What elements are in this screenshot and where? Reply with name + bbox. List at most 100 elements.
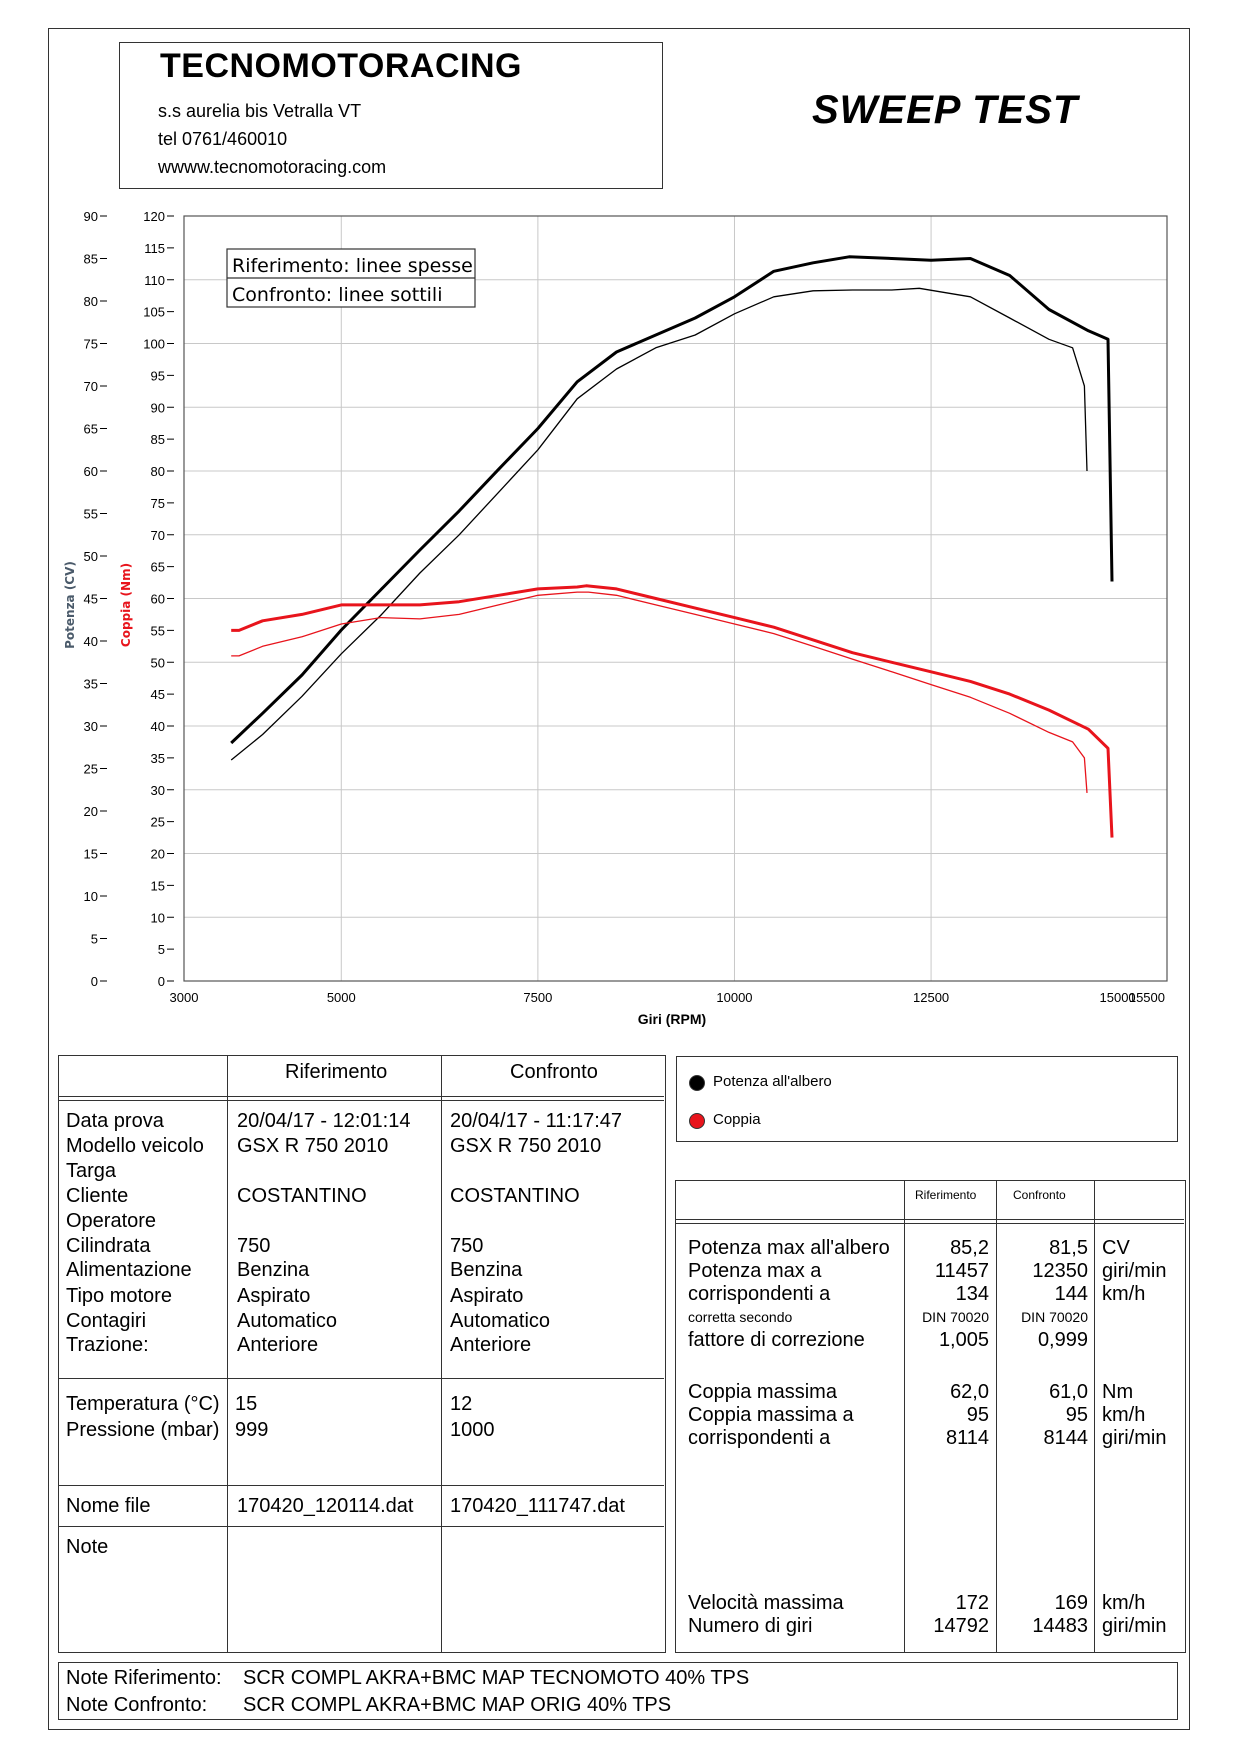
torque-tick-label: 120 — [143, 209, 165, 224]
company-info-box: TECNOMOTORACING s.s aurelia bis Vetralla… — [119, 42, 663, 189]
label-pressione: Pressione (mbar) — [66, 1419, 220, 1441]
chart-annotation-box: Riferimento: linee spesse Confronto: lin… — [226, 248, 476, 308]
power-tick-label: 40 — [84, 634, 98, 649]
label-tipo-motore: Tipo motore — [66, 1285, 172, 1307]
torque-tick-label: 110 — [144, 273, 165, 288]
row-pot-max-label: Potenza max all'albero — [688, 1237, 890, 1259]
row-coppia-corr-label: corrispondenti a — [688, 1427, 831, 1449]
torque-tick-label: 55 — [151, 623, 165, 638]
legend-power-label: Potenza all'albero — [713, 1073, 832, 1090]
row-vel-max-label: Velocità massima — [688, 1592, 844, 1614]
ref-trazione: Anteriore — [237, 1334, 319, 1356]
cmp-temperatura: 12 — [450, 1393, 473, 1415]
results-col-ref: Riferimento — [915, 1188, 977, 1202]
torque-tick-label: 30 — [151, 783, 165, 798]
torque-tick-label: 115 — [144, 241, 165, 256]
power-tick-label: 20 — [84, 804, 98, 819]
torque-tick-label: 45 — [151, 687, 165, 702]
cmp-contagiri: Automatico — [450, 1310, 551, 1332]
note-ref-label: Note Riferimento: — [66, 1667, 222, 1689]
row-num-giri-label: Numero di giri — [688, 1615, 813, 1637]
ref-modello: GSX R 750 2010 — [237, 1135, 389, 1157]
power-tick-label: 65 — [84, 422, 98, 437]
row-coppia-max-unit: Nm — [1102, 1381, 1134, 1403]
row-fattore-cmp: 0,999 — [1037, 1329, 1088, 1351]
label-trazione: Trazione: — [66, 1334, 149, 1356]
power-tick-label: 90 — [84, 209, 98, 224]
power-tick-label: 80 — [84, 294, 98, 309]
cmp-nome-file: 170420_111747.dat — [450, 1495, 625, 1517]
label-cilindrata: Cilindrata — [66, 1235, 151, 1257]
row-fattore-ref: 1,005 — [938, 1329, 989, 1351]
y-axis-label-torque: Coppia (Nm) — [119, 563, 133, 647]
legend-power-marker — [689, 1075, 705, 1091]
note-ref-value: SCR COMPL AKRA+BMC MAP TECNOMOTO 40% TPS — [243, 1667, 750, 1689]
row-pot-corr-label: corrispondenti a — [688, 1283, 831, 1305]
x-tick-label: 5000 — [327, 990, 356, 1005]
torque-tick-label: 70 — [151, 528, 165, 543]
torque-tick-label: 5 — [158, 942, 165, 957]
label-modello: Modello veicolo — [66, 1135, 204, 1157]
row-num-giri-unit: giri/min — [1102, 1615, 1167, 1637]
x-tick-label: 10000 — [716, 990, 752, 1005]
row-pot-max-ref: 85,2 — [950, 1237, 989, 1259]
row-corretta-ref: DIN 70020 — [922, 1309, 989, 1325]
cmp-pressione: 1000 — [450, 1419, 495, 1441]
row-pot-corr-unit: km/h — [1102, 1283, 1146, 1305]
torque-tick-label: 25 — [151, 815, 165, 830]
row-pot-max-unit: CV — [1102, 1237, 1130, 1259]
dyno-chart: 3000 5000 7500 10000 12500 150001550090858075… — [63, 209, 1168, 1027]
ref-nome-file: 170420_120114.dat — [237, 1495, 414, 1517]
page-frame — [48, 28, 1190, 1730]
torque-tick-label: 0 — [158, 974, 165, 989]
ref-cliente: COSTANTINO — [237, 1185, 367, 1207]
torque-tick-label: 95 — [151, 368, 165, 383]
label-note: Note — [66, 1536, 109, 1558]
row-pot-max-a-unit: giri/min — [1102, 1260, 1167, 1282]
ref-tipo-motore: Aspirato — [237, 1285, 311, 1307]
info-col-cmp: Confronto — [510, 1061, 598, 1083]
notes-box: Note Riferimento: SCR COMPL AKRA+BMC MAP… — [58, 1662, 1178, 1720]
cmp-data-prova: 20/04/17 - 11:17:47 — [450, 1110, 622, 1132]
power-tick-label: 50 — [84, 549, 98, 564]
results-table: Riferimento Confronto Potenza max all'al… — [675, 1180, 1186, 1653]
row-coppia-corr-ref: 8114 — [945, 1427, 989, 1449]
torque-tick-label: 100 — [143, 337, 165, 352]
x-tick-label: 15500 — [1129, 990, 1165, 1005]
row-num-giri-cmp: 14483 — [1032, 1615, 1088, 1637]
label-alimentazione: Alimentazione — [66, 1259, 192, 1281]
cmp-cliente: COSTANTINO — [450, 1185, 580, 1207]
power-tick-label: 30 — [84, 719, 98, 734]
cmp-cilindrata: 750 — [450, 1235, 484, 1257]
row-coppia-max-a-ref: 95 — [966, 1404, 989, 1426]
legend-torque-label: Coppia — [713, 1111, 761, 1128]
label-operatore: Operatore — [66, 1210, 157, 1232]
annotation-cmp: Confronto: linee sottili — [232, 284, 442, 306]
chart-grid — [184, 216, 1167, 981]
results-col-cmp: Confronto — [1013, 1188, 1066, 1202]
row-vel-max-ref: 172 — [955, 1592, 989, 1614]
power-tick-label: 0 — [91, 974, 98, 989]
power-tick-label: 60 — [84, 464, 98, 479]
company-website: wwww.tecnomotoracing.com — [158, 157, 387, 177]
x-tick-label: 15000 — [1100, 990, 1136, 1005]
x-tick-label: 3000 — [170, 990, 199, 1005]
torque-tick-label: 50 — [151, 655, 165, 670]
label-temperatura: Temperatura (°C) — [66, 1393, 220, 1415]
ref-temperatura: 15 — [235, 1393, 258, 1415]
torque-tick-label: 80 — [151, 464, 165, 479]
label-contagiri: Contagiri — [66, 1310, 147, 1332]
power-tick-label: 15 — [84, 847, 98, 862]
ref-contagiri: Automatico — [237, 1310, 338, 1332]
row-corretta-cmp: DIN 70020 — [1021, 1309, 1088, 1325]
power-comparison-line — [230, 287, 1088, 761]
row-coppia-max-a-cmp: 95 — [1065, 1404, 1088, 1426]
row-coppia-max-a-label: Coppia massima a — [688, 1404, 854, 1426]
annotation-ref: Riferimento: linee spesse — [232, 255, 473, 277]
row-pot-max-a-cmp: 12350 — [1032, 1260, 1088, 1282]
torque-tick-label: 10 — [151, 910, 165, 925]
torque-tick-label: 75 — [151, 496, 165, 511]
row-corretta-label: corretta secondo — [688, 1309, 793, 1325]
row-pot-max-cmp: 81,5 — [1049, 1237, 1088, 1259]
torque-tick-label: 35 — [151, 751, 165, 766]
